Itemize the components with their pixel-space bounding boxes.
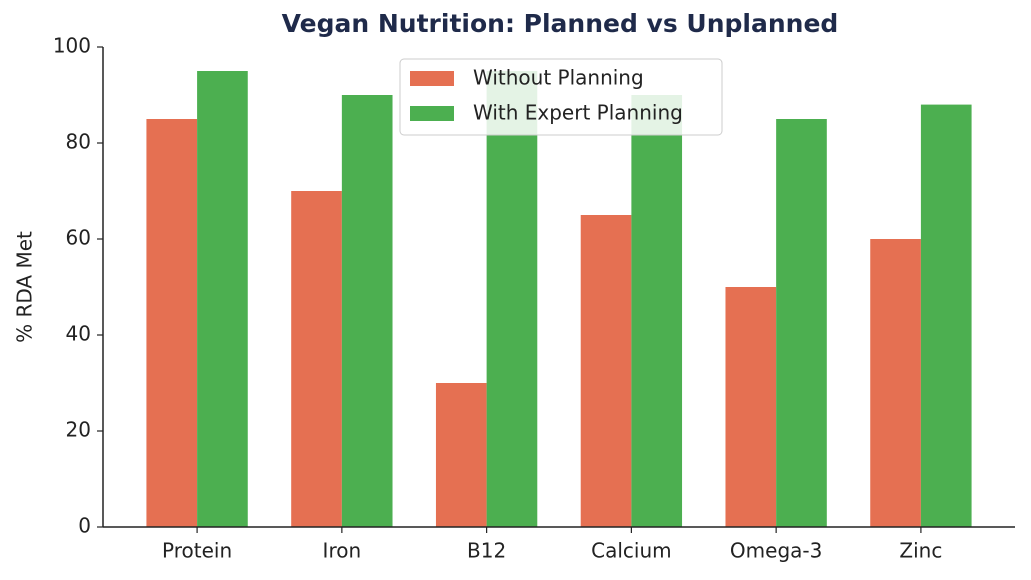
y-axis-label: % RDA Met (13, 231, 37, 343)
bar (580, 215, 632, 527)
bar (486, 71, 538, 527)
y-tick-label: 80 (66, 130, 91, 154)
x-tick-label: Iron (323, 539, 362, 563)
bar (435, 383, 487, 527)
bar (341, 95, 393, 527)
bar (197, 71, 248, 527)
y-tick-label: 40 (66, 322, 91, 346)
chart-title: Vegan Nutrition: Planned vs Unplanned (282, 9, 839, 38)
bar (776, 119, 827, 527)
y-tick-label: 0 (78, 514, 91, 538)
bar (920, 104, 972, 527)
bar (631, 95, 683, 527)
x-tick-label: Protein (162, 539, 232, 563)
legend-label: Without Planning (473, 66, 644, 90)
legend-box (399, 58, 723, 136)
y-tick-label: 60 (66, 226, 91, 250)
x-tick-label: Calcium (591, 539, 672, 563)
bar (870, 239, 921, 527)
bar (725, 287, 777, 527)
x-tick-label: Omega-3 (730, 539, 822, 563)
x-tick-label: B12 (467, 539, 506, 563)
y-tick-label: 100 (53, 34, 91, 58)
bar (291, 191, 342, 527)
legend-swatch (410, 106, 454, 121)
bar (146, 119, 198, 527)
legend-swatch (410, 71, 454, 86)
y-tick-label: 20 (66, 418, 91, 442)
x-tick-label: Zinc (899, 539, 942, 563)
legend-label: With Expert Planning (473, 101, 683, 125)
